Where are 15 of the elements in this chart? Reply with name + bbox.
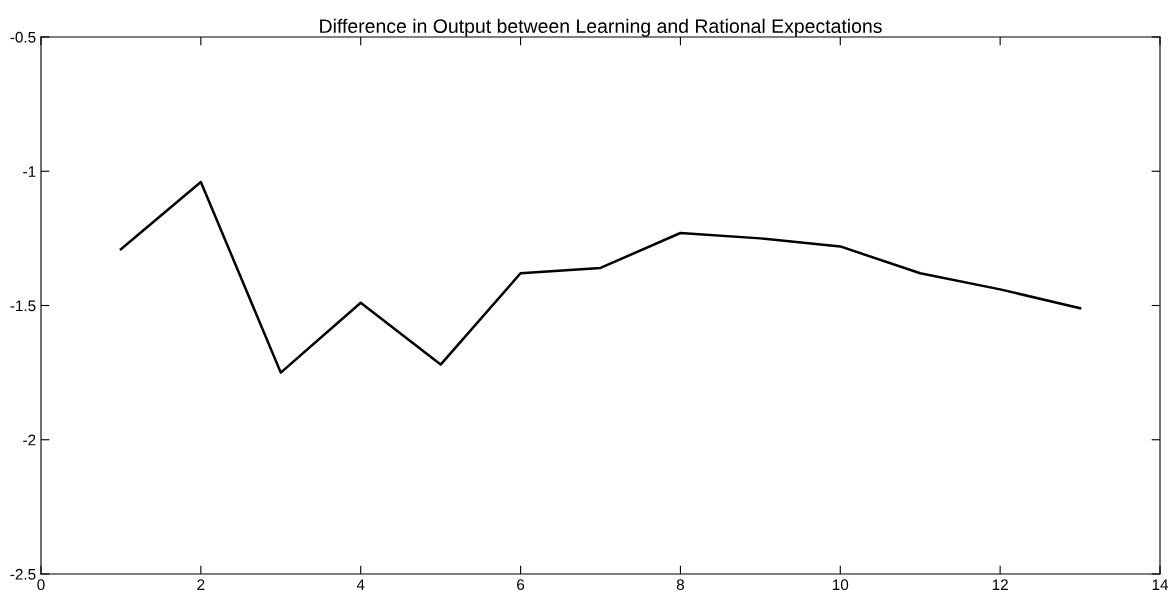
y-tick-label: -1 (23, 166, 36, 177)
x-tick-label: 8 (676, 579, 685, 591)
y-tick-label: -0.5 (10, 31, 36, 43)
x-tick-label: 2 (197, 579, 205, 590)
y-tick-label: -2 (23, 434, 36, 446)
chart-title: Difference in Output between Learning and Rational Expectations (320, 18, 882, 37)
x-tick-label: 0 (37, 579, 45, 591)
x-tick-label: 12 (992, 579, 1008, 590)
y-tick-label: -2.5 (10, 568, 36, 580)
y-tick-label: -1.5 (10, 300, 36, 312)
line-series (119, 180, 1082, 374)
x-tick-label: 4 (356, 579, 365, 590)
x-tick-label: 10 (832, 579, 849, 591)
x-tick-label: 6 (517, 579, 525, 591)
x-tick-label: 14 (1152, 579, 1169, 590)
